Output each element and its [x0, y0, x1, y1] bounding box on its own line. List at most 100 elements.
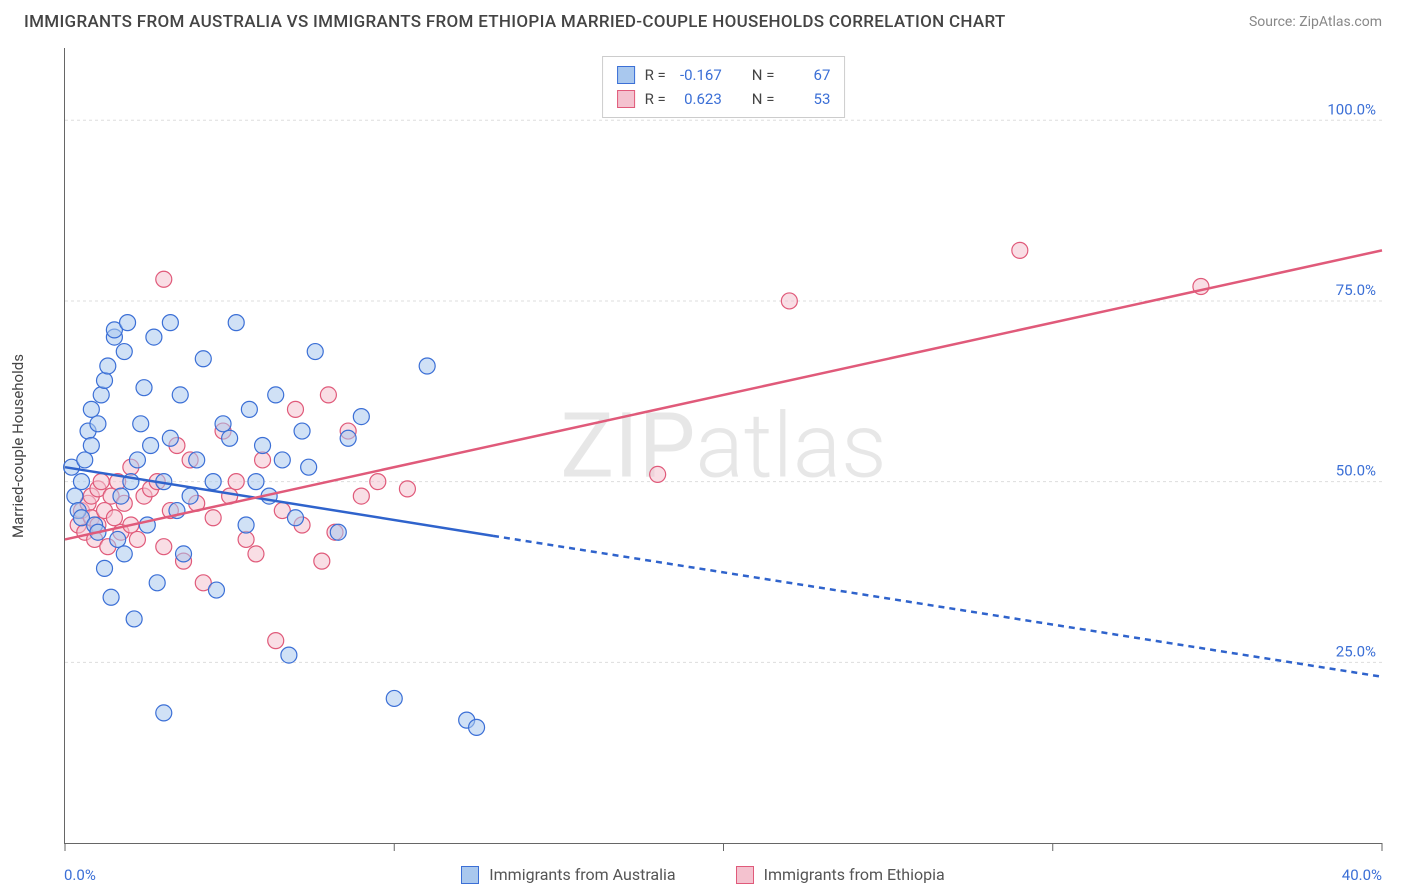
- data-point: [176, 546, 192, 562]
- y-tick-label: 25.0%: [1336, 642, 1376, 660]
- legend-label-australia: Immigrants from Australia: [489, 865, 675, 884]
- data-point: [301, 459, 317, 475]
- source-label: Source: ZipAtlas.com: [1249, 14, 1382, 30]
- x-axis-max-label: 40.0%: [1342, 866, 1382, 884]
- data-point: [116, 546, 132, 562]
- data-point: [274, 452, 290, 468]
- data-point: [106, 510, 122, 526]
- y-tick-label: 50.0%: [1336, 462, 1376, 480]
- data-point: [1012, 242, 1028, 258]
- data-point: [205, 510, 221, 526]
- n-value-ethiopia: 53: [784, 87, 830, 111]
- data-point: [281, 647, 297, 663]
- data-point: [248, 474, 264, 490]
- data-point: [268, 387, 284, 403]
- data-point: [182, 488, 198, 504]
- data-point: [90, 416, 106, 432]
- data-point: [129, 452, 145, 468]
- y-tick-label: 100.0%: [1327, 100, 1376, 118]
- data-point: [353, 409, 369, 425]
- data-point: [650, 466, 666, 482]
- data-point: [93, 474, 109, 490]
- data-point: [340, 430, 356, 446]
- data-point: [241, 401, 257, 417]
- data-point: [103, 589, 119, 605]
- data-point: [129, 531, 145, 547]
- legend-label-ethiopia: Immigrants from Ethiopia: [764, 865, 945, 884]
- stats-row-ethiopia: R = 0.623 N = 53: [617, 87, 831, 111]
- data-point: [83, 438, 99, 454]
- data-point: [172, 387, 188, 403]
- data-point: [469, 719, 485, 735]
- chart-container: Married-couple Households ZIPatlas R = -…: [24, 48, 1382, 844]
- bottom-legend: 0.0% Immigrants from Australia Immigrant…: [0, 865, 1406, 884]
- data-point: [162, 430, 178, 446]
- data-point: [97, 372, 113, 388]
- swatch-ethiopia-icon: [736, 866, 754, 884]
- data-point: [238, 531, 254, 547]
- data-point: [67, 488, 83, 504]
- data-point: [268, 633, 284, 649]
- data-point: [156, 539, 172, 555]
- data-point: [228, 315, 244, 331]
- data-point: [113, 488, 129, 504]
- data-point: [195, 351, 211, 367]
- data-point: [386, 690, 402, 706]
- r-value-australia: -0.167: [676, 63, 722, 87]
- stats-legend: R = -0.167 N = 67 R = 0.623 N = 53: [602, 56, 846, 118]
- data-point: [238, 517, 254, 533]
- data-point: [287, 401, 303, 417]
- data-point: [146, 329, 162, 345]
- data-point: [136, 380, 152, 396]
- data-point: [126, 611, 142, 627]
- data-point: [77, 452, 93, 468]
- data-point: [156, 705, 172, 721]
- data-point: [143, 438, 159, 454]
- trend-line-dashed: [493, 536, 1382, 677]
- data-point: [149, 575, 165, 591]
- scatter-svg: 25.0% 50.0% 75.0% 100.0%: [65, 48, 1382, 843]
- data-point: [120, 315, 136, 331]
- data-point: [189, 452, 205, 468]
- data-point: [215, 416, 231, 432]
- data-point: [248, 546, 264, 562]
- data-point: [781, 293, 797, 309]
- legend-item-ethiopia: Immigrants from Ethiopia: [736, 865, 945, 884]
- swatch-australia-icon: [461, 866, 479, 884]
- data-point: [320, 387, 336, 403]
- data-point: [110, 531, 126, 547]
- data-point: [294, 423, 310, 439]
- data-point: [73, 474, 89, 490]
- data-point: [222, 430, 238, 446]
- data-point: [205, 474, 221, 490]
- stats-row-australia: R = -0.167 N = 67: [617, 63, 831, 87]
- n-value-australia: 67: [784, 63, 830, 87]
- data-point: [370, 474, 386, 490]
- swatch-ethiopia: [617, 90, 635, 108]
- data-point: [419, 358, 435, 374]
- data-point: [156, 271, 172, 287]
- data-point: [133, 416, 149, 432]
- y-tick-label: 75.0%: [1336, 281, 1376, 299]
- y-axis-label: Married-couple Households: [9, 354, 27, 538]
- data-point: [100, 358, 116, 374]
- data-point: [330, 524, 346, 540]
- x-axis-min-label: 0.0%: [64, 866, 96, 884]
- data-point: [228, 474, 244, 490]
- data-point: [307, 344, 323, 360]
- data-point: [93, 387, 109, 403]
- swatch-australia: [617, 66, 635, 84]
- r-value-ethiopia: 0.623: [676, 87, 722, 111]
- plot-area: ZIPatlas R = -0.167 N = 67 R = 0.623 N =…: [64, 48, 1382, 844]
- data-point: [83, 401, 99, 417]
- data-point: [208, 582, 224, 598]
- data-point: [287, 510, 303, 526]
- trend-line: [65, 250, 1382, 539]
- data-point: [255, 438, 271, 454]
- data-point: [255, 452, 271, 468]
- data-point: [353, 488, 369, 504]
- data-point: [97, 560, 113, 576]
- data-point: [162, 315, 178, 331]
- data-point: [116, 344, 132, 360]
- data-point: [314, 553, 330, 569]
